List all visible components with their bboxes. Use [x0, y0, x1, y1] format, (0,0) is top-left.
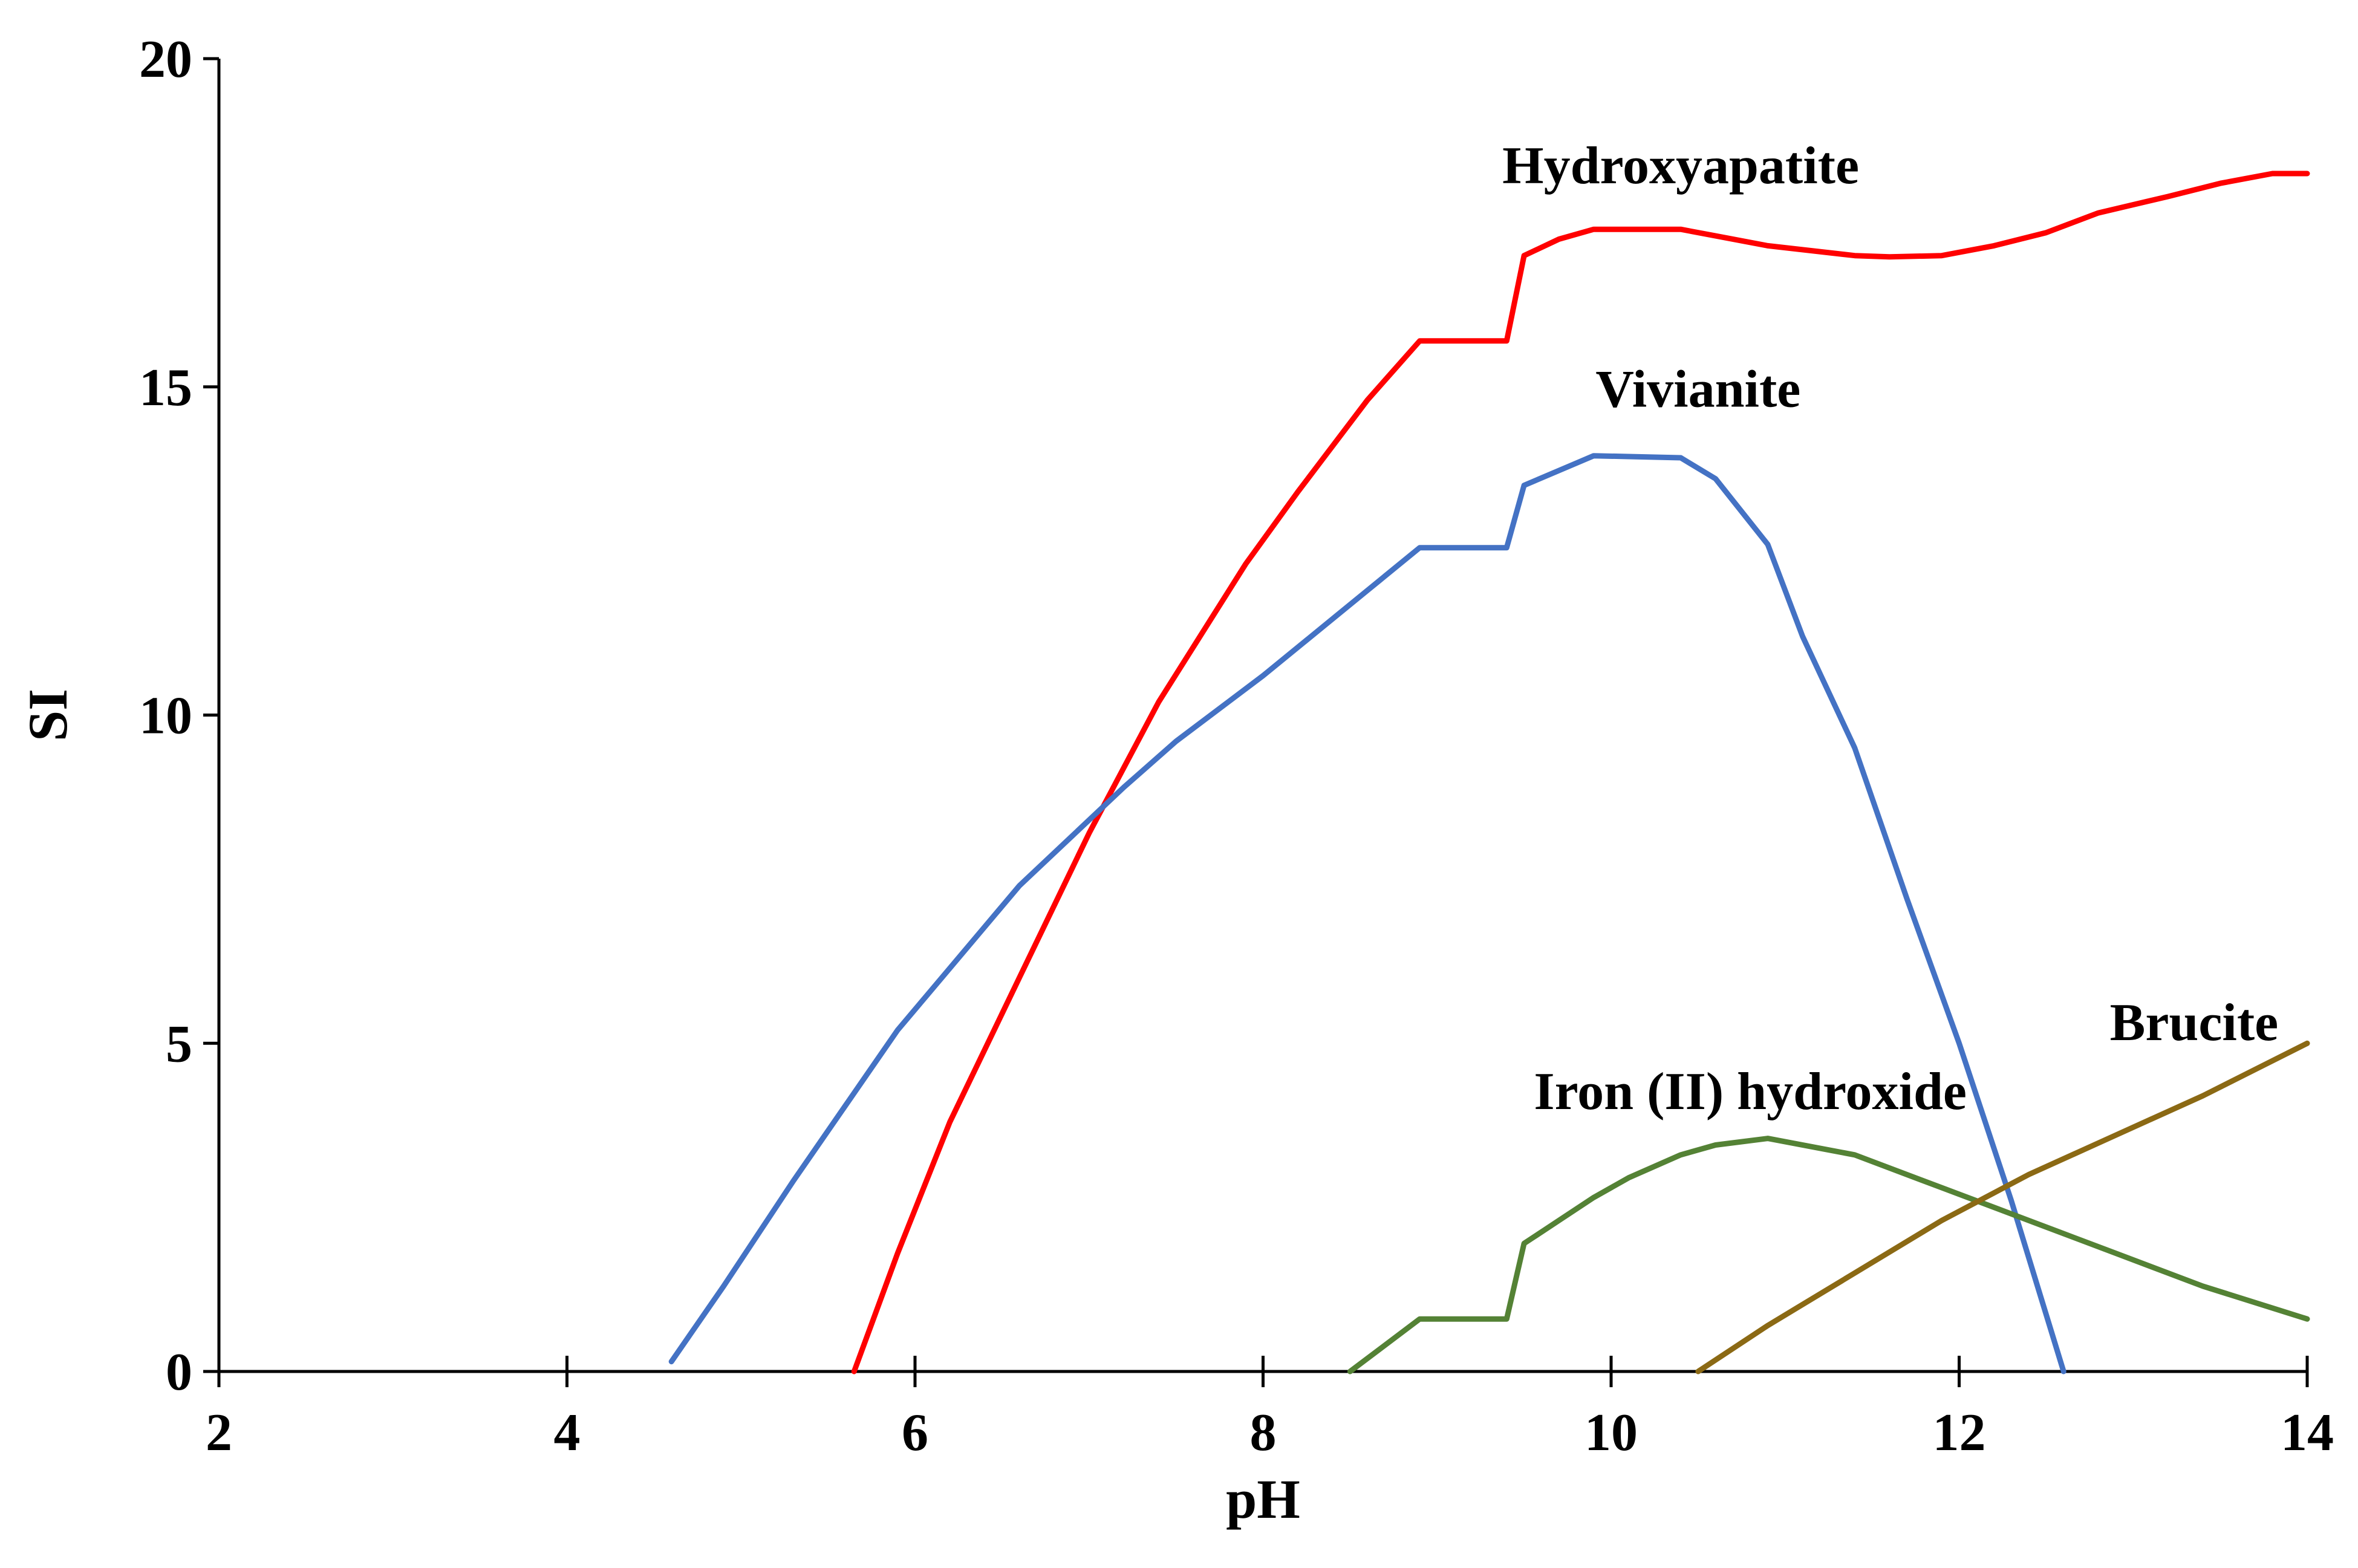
x-tick-label: 14: [2281, 1404, 2334, 1462]
x-axis-title: pH: [1226, 1468, 1300, 1530]
series-label-brucite: Brucite: [2110, 994, 2279, 1052]
x-tick-label: 6: [902, 1404, 928, 1462]
series-label-hydroxyapatite: Hydroxyapatite: [1502, 137, 1859, 195]
y-tick-label: 0: [166, 1343, 192, 1402]
axes: 0 5 10 15 20 2 4 6 8 10 12 14: [139, 30, 2334, 1462]
x-tick-label: 8: [1250, 1404, 1277, 1462]
series-line-brucite: [1695, 1040, 2310, 1374]
series-line-hydroxyapatite: [851, 171, 2310, 1374]
series-layer: [668, 171, 2310, 1374]
y-tick-label: 10: [139, 687, 192, 746]
series-line-iron-ii-hydroxide: [1347, 1136, 2310, 1374]
series-label-vivianite: Vivianite: [1595, 360, 1800, 418]
y-axis-title: SI: [17, 689, 79, 741]
y-tick-label: 5: [166, 1015, 192, 1073]
x-tick-label: 12: [1933, 1404, 1986, 1462]
y-tick-label: 20: [139, 30, 192, 89]
x-tick-label: 10: [1584, 1404, 1638, 1462]
x-tick-label: 2: [206, 1404, 232, 1462]
x-tick-label: 4: [554, 1404, 581, 1462]
series-line-vivianite: [668, 453, 2067, 1374]
annotation-layer: Hydroxyapatite Vivianite Iron (II) hydroxi…: [1502, 137, 2278, 1121]
y-tick-label: 15: [139, 359, 192, 417]
series-label-iron-ii-hydroxide: Iron (II) hydroxide: [1534, 1062, 1967, 1121]
